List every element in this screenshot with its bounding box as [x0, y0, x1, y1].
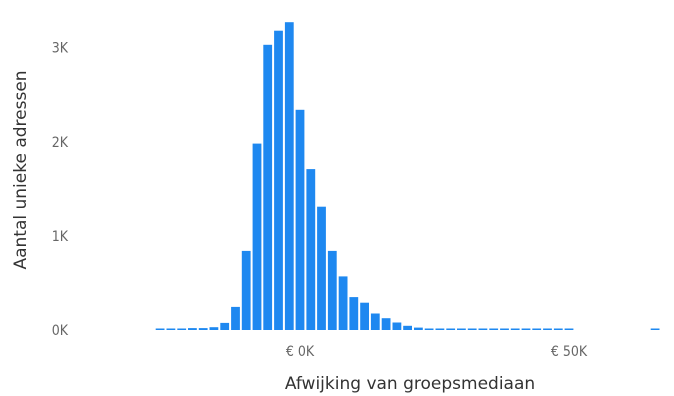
histogram-bar[interactable] [231, 306, 240, 330]
bars-group [155, 22, 660, 331]
x-tick-label: € 50K [551, 344, 588, 360]
y-tick-label: 2K [52, 135, 69, 151]
y-tick-label: 1K [52, 229, 69, 245]
histogram-bar[interactable] [198, 328, 208, 330]
histogram-bar[interactable] [650, 328, 660, 331]
histogram-bar[interactable] [284, 22, 294, 330]
histogram-bar[interactable] [370, 313, 380, 331]
histogram-bar[interactable] [500, 328, 509, 331]
histogram-bar[interactable] [392, 322, 402, 331]
histogram-bar[interactable] [177, 328, 187, 331]
histogram-bar[interactable] [564, 328, 574, 331]
histogram-bar[interactable] [252, 143, 262, 330]
x-tick-label: € 0K [286, 344, 315, 360]
histogram-bar[interactable] [274, 30, 283, 330]
histogram-bar[interactable] [446, 328, 456, 331]
y-tick-label: 3K [52, 41, 69, 57]
x-axis-ticks: € 0K € 50K [286, 344, 588, 360]
histogram-bar[interactable] [424, 328, 434, 331]
histogram-bar[interactable] [241, 250, 251, 330]
histogram-bar[interactable] [435, 328, 445, 331]
histogram-bar[interactable] [220, 322, 230, 330]
histogram-bar[interactable] [263, 44, 273, 331]
histogram-bar[interactable] [510, 328, 520, 331]
y-axis-title: Aantal unieke adressen [11, 70, 31, 269]
histogram-bar[interactable] [360, 302, 369, 330]
histogram-bar[interactable] [403, 325, 412, 330]
histogram-bar[interactable] [295, 109, 305, 330]
histogram-bar[interactable] [553, 328, 563, 331]
x-axis-title: Afwijking van groepsmediaan [285, 374, 535, 394]
histogram-bar[interactable] [457, 328, 466, 331]
histogram-bar[interactable] [478, 328, 488, 331]
histogram-bar[interactable] [489, 328, 499, 331]
y-tick-label: 0K [52, 323, 69, 339]
histogram-bar[interactable] [381, 318, 391, 330]
y-axis-ticks: 0K 1K 2K 3K [52, 41, 69, 339]
histogram-bar[interactable] [209, 327, 219, 330]
histogram-bar[interactable] [543, 328, 552, 331]
histogram-bar[interactable] [166, 328, 176, 331]
histogram-bar[interactable] [306, 169, 316, 330]
histogram-bar[interactable] [532, 328, 542, 331]
histogram-bar[interactable] [317, 206, 326, 330]
histogram-bar[interactable] [414, 327, 423, 330]
histogram-bar[interactable] [338, 276, 348, 330]
histogram-bar[interactable] [521, 328, 531, 331]
histogram-bar[interactable] [327, 250, 337, 330]
histogram-bar[interactable] [349, 297, 359, 330]
histogram-bar[interactable] [467, 328, 477, 331]
histogram-bar[interactable] [155, 328, 165, 331]
histogram-bar[interactable] [188, 328, 197, 330]
